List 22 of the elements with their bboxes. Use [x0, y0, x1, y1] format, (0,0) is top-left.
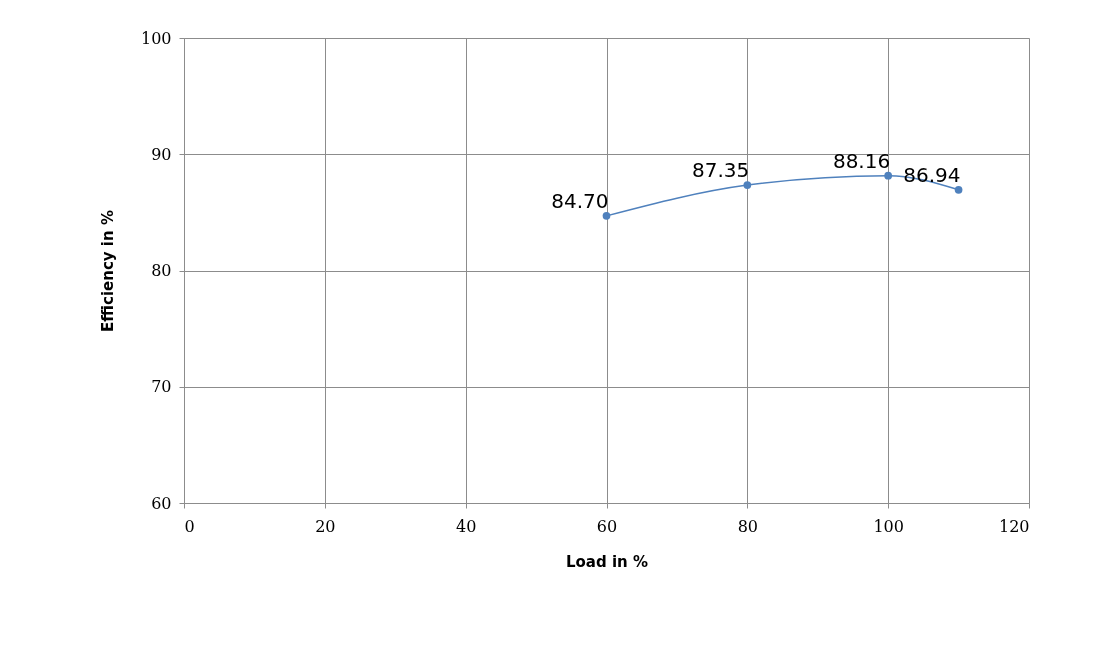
x-tick-label: 60	[596, 516, 618, 536]
y-tick-label: 70	[151, 377, 172, 397]
x-tick-label: 0	[184, 516, 195, 536]
x-tick-label: 40	[455, 516, 477, 536]
data-label: 84.70	[551, 188, 609, 213]
x-tick-label: 20	[315, 516, 336, 536]
data-label: 86.94	[903, 162, 961, 187]
x-tick-label: 120	[998, 516, 1030, 536]
point	[602, 212, 611, 220]
point	[954, 185, 963, 194]
y-tick-label: 100	[140, 28, 172, 48]
x-tick-label: 80	[737, 516, 759, 536]
data-label: 87.35	[692, 158, 750, 183]
y-tick-label: 80	[151, 261, 172, 280]
y-tick-label: 60	[151, 493, 172, 513]
data-label: 88.16	[832, 148, 891, 173]
x-tick-label: 100	[873, 516, 904, 536]
y-axis-title: Efficiency in %	[98, 210, 117, 332]
x-axis-title: Load in %	[565, 552, 649, 571]
y-tick-label: 90	[151, 144, 172, 164]
point	[743, 181, 752, 189]
point	[884, 171, 893, 180]
